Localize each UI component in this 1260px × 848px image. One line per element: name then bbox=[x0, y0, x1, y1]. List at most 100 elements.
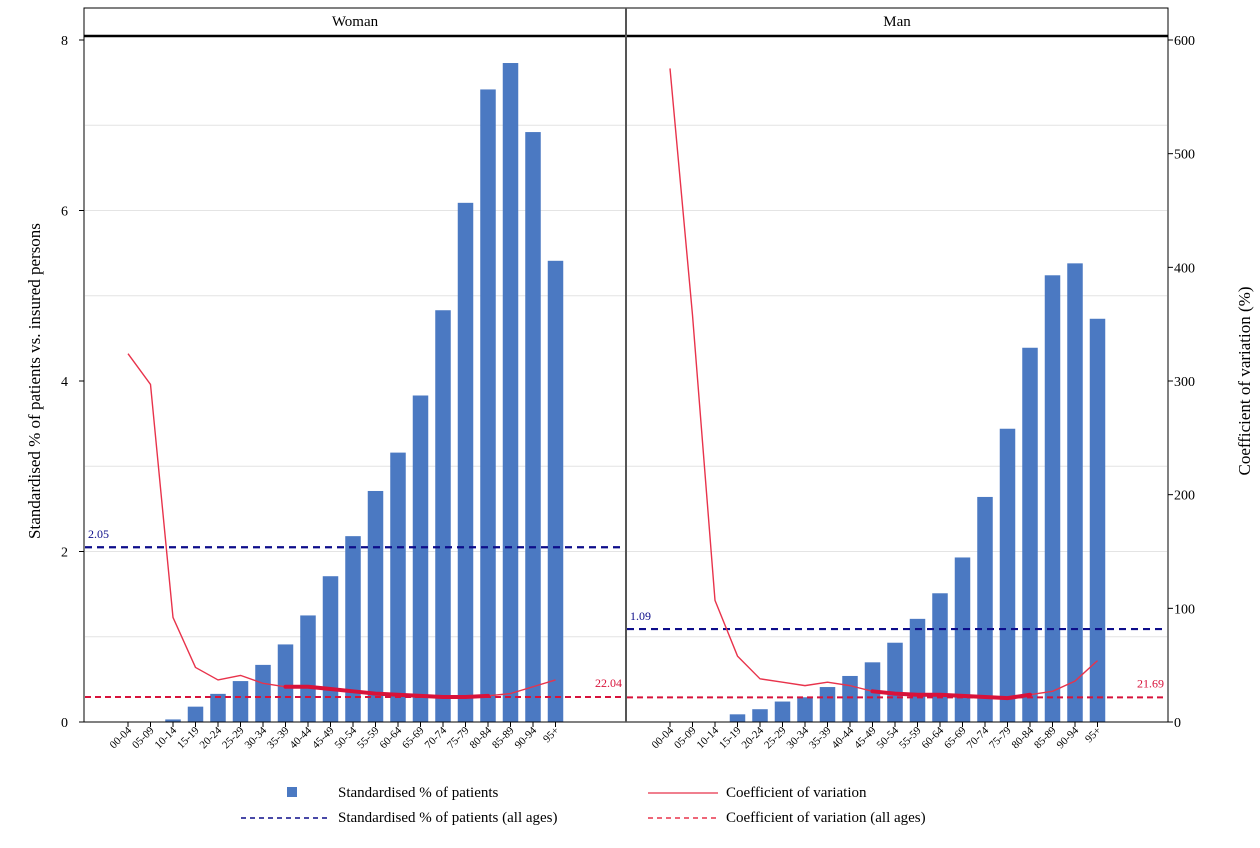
y2-tick-label: 400 bbox=[1174, 261, 1195, 276]
bar bbox=[412, 395, 429, 722]
x-tick-label: 05-09 bbox=[672, 724, 699, 751]
x-tick-label: 50-54 bbox=[332, 724, 359, 751]
bar bbox=[277, 644, 294, 722]
x-tick-label: 90-94 bbox=[512, 724, 539, 751]
bar bbox=[255, 664, 271, 722]
x-tick-label: 35-39 bbox=[807, 724, 834, 751]
x-tick-label: 25-29 bbox=[762, 724, 789, 751]
x-tick-label: 45-49 bbox=[852, 724, 879, 751]
bar bbox=[480, 89, 496, 722]
x-tick-label: 00-04 bbox=[107, 724, 134, 751]
bar bbox=[932, 593, 948, 722]
bar bbox=[435, 310, 451, 722]
y-axis-title: Standardised % of patients vs. insured p… bbox=[25, 223, 44, 539]
x-tick-label: 40-44 bbox=[287, 724, 314, 751]
x-tick-label: 55-59 bbox=[355, 724, 382, 751]
x-tick-label: 85-89 bbox=[1032, 724, 1059, 751]
bar bbox=[210, 693, 226, 722]
legend-label: Coefficient of variation bbox=[726, 785, 867, 801]
x-tick-label: 45-49 bbox=[310, 724, 337, 751]
bar bbox=[390, 452, 406, 722]
panel-title: Man bbox=[883, 14, 911, 30]
bar bbox=[999, 428, 1016, 722]
legend-label: Coefficient of variation (all ages) bbox=[726, 810, 926, 826]
bar bbox=[457, 202, 474, 722]
bar bbox=[300, 615, 316, 722]
x-tick-label: 10-14 bbox=[694, 724, 721, 751]
x-tick-label: 85-89 bbox=[490, 724, 517, 751]
x-tick-label: 50-54 bbox=[874, 724, 901, 751]
x-tick-label: 40-44 bbox=[829, 724, 856, 751]
x-tick-label: 60-64 bbox=[919, 724, 946, 751]
bar bbox=[909, 618, 926, 722]
x-tick-label: 70-74 bbox=[964, 724, 991, 751]
cv-line-highlight bbox=[870, 689, 1032, 701]
y2-tick-label: 500 bbox=[1174, 148, 1195, 163]
bar bbox=[729, 714, 746, 722]
x-tick-label: 55-59 bbox=[897, 724, 924, 751]
x-tick-label: 20-24 bbox=[739, 724, 766, 751]
x-tick-label: 20-24 bbox=[197, 724, 224, 751]
y-tick-label: 6 bbox=[61, 205, 68, 220]
legend-swatch-bar bbox=[287, 787, 297, 797]
x-tick-label: 95+ bbox=[541, 725, 562, 746]
bar bbox=[232, 681, 249, 722]
cv-line-highlight bbox=[283, 684, 490, 699]
bar bbox=[819, 687, 836, 722]
bar bbox=[752, 709, 768, 722]
bar bbox=[1089, 318, 1106, 722]
x-tick-label: 30-34 bbox=[242, 724, 269, 751]
legend-label: Standardised % of patients bbox=[338, 785, 499, 801]
y2-axis-title: Coefficient of variation (%) bbox=[1235, 287, 1254, 476]
bar bbox=[165, 719, 181, 722]
x-tick-label: 15-19 bbox=[175, 724, 202, 751]
y-tick-label: 8 bbox=[61, 34, 68, 49]
ref-label-patients: 1.09 bbox=[630, 609, 651, 623]
x-tick-label: 95+ bbox=[1083, 725, 1104, 746]
legend-label: Standardised % of patients (all ages) bbox=[338, 810, 558, 826]
bar bbox=[187, 706, 204, 722]
x-tick-label: 05-09 bbox=[130, 724, 157, 751]
x-tick-label: 90-94 bbox=[1054, 724, 1081, 751]
bar bbox=[774, 701, 791, 722]
ref-label-cv: 22.04 bbox=[595, 676, 622, 690]
bar bbox=[525, 132, 541, 722]
y2-tick-label: 200 bbox=[1174, 489, 1195, 504]
x-tick-label: 30-34 bbox=[784, 724, 811, 751]
x-tick-label: 75-79 bbox=[445, 724, 472, 751]
bar bbox=[1067, 263, 1083, 722]
y2-tick-label: 100 bbox=[1174, 602, 1195, 617]
bar bbox=[977, 496, 993, 722]
x-tick-label: 10-14 bbox=[152, 724, 179, 751]
bar bbox=[797, 697, 813, 722]
x-tick-label: 65-69 bbox=[400, 724, 427, 751]
x-tick-label: 35-39 bbox=[265, 724, 292, 751]
y-tick-label: 4 bbox=[61, 375, 68, 390]
x-tick-label: 60-64 bbox=[377, 724, 404, 751]
y2-tick-label: 0 bbox=[1174, 716, 1181, 731]
y-tick-label: 0 bbox=[61, 716, 68, 731]
y2-tick-label: 300 bbox=[1174, 375, 1195, 390]
bar bbox=[954, 557, 971, 722]
panel-title: Woman bbox=[332, 14, 379, 30]
x-tick-label: 15-19 bbox=[717, 724, 744, 751]
x-tick-label: 80-84 bbox=[1009, 724, 1036, 751]
x-tick-label: 25-29 bbox=[220, 724, 247, 751]
x-tick-label: 65-69 bbox=[942, 724, 969, 751]
bar bbox=[842, 675, 858, 722]
bar bbox=[502, 63, 519, 722]
ref-label-cv: 21.69 bbox=[1137, 676, 1164, 690]
ref-label-patients: 2.05 bbox=[88, 527, 109, 541]
x-tick-label: 80-84 bbox=[467, 724, 494, 751]
bar bbox=[887, 642, 903, 722]
bar bbox=[1022, 347, 1038, 722]
bar bbox=[322, 576, 339, 722]
bar bbox=[547, 260, 564, 722]
y-tick-label: 2 bbox=[61, 546, 68, 561]
bar bbox=[1044, 275, 1061, 722]
bar bbox=[345, 536, 361, 722]
x-tick-label: 00-04 bbox=[649, 724, 676, 751]
y2-tick-label: 600 bbox=[1174, 34, 1195, 49]
